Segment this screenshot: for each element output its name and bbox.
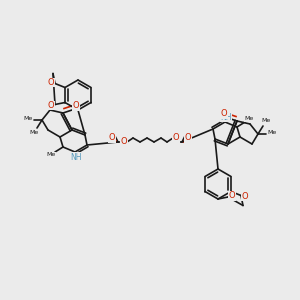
Text: O: O: [73, 101, 79, 110]
Text: O: O: [121, 137, 127, 146]
Text: O: O: [109, 134, 115, 142]
Text: NH: NH: [220, 112, 232, 122]
Text: Me: Me: [267, 130, 277, 136]
Text: O: O: [185, 134, 191, 142]
Text: O: O: [242, 192, 248, 201]
Text: Me: Me: [46, 152, 56, 158]
Text: O: O: [48, 78, 54, 87]
Text: Me: Me: [244, 116, 253, 122]
Text: O: O: [229, 191, 235, 200]
Text: Me: Me: [23, 116, 33, 122]
Text: Me: Me: [261, 118, 271, 124]
Text: O: O: [221, 110, 227, 118]
Text: O: O: [173, 134, 179, 142]
Text: NH: NH: [70, 152, 82, 161]
Text: O: O: [48, 101, 54, 110]
Text: Me: Me: [29, 130, 39, 136]
